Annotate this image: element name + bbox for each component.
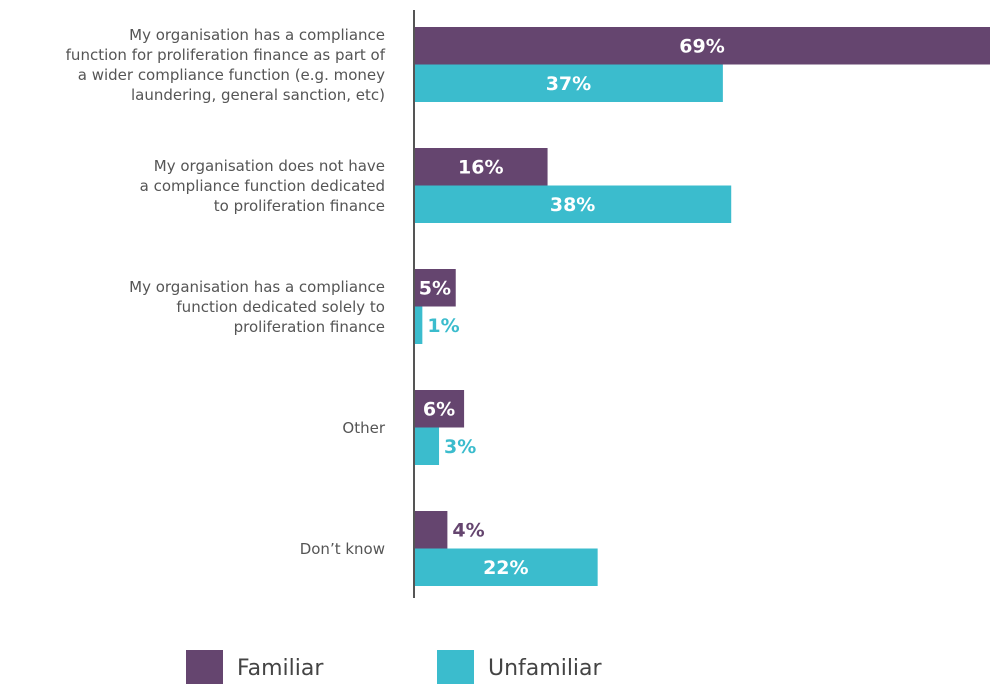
category-label: My organisation has a compliance functio… xyxy=(65,25,385,104)
value-label: 4% xyxy=(452,519,484,541)
legend-swatch xyxy=(186,650,223,684)
value-label: 69% xyxy=(679,35,724,57)
bar xyxy=(414,548,598,586)
value-label: 38% xyxy=(550,194,595,216)
legend-label: Unfamiliar xyxy=(488,656,603,681)
category-label: My organisation has a compliance functio… xyxy=(129,277,385,336)
value-label: 3% xyxy=(444,436,476,458)
value-label: 37% xyxy=(546,73,591,95)
bar xyxy=(414,511,448,549)
category-label: My organisation does not have a complian… xyxy=(139,156,385,215)
bar xyxy=(414,390,465,428)
category-label: Other xyxy=(342,418,385,437)
bar xyxy=(414,27,990,65)
category-label: Don’t know xyxy=(299,539,385,558)
value-label: 5% xyxy=(419,277,451,299)
legend-swatch xyxy=(437,650,474,684)
bar xyxy=(414,64,723,102)
bar xyxy=(414,306,423,344)
value-label: 1% xyxy=(427,315,459,337)
bar xyxy=(414,427,440,465)
value-label: 6% xyxy=(423,398,455,420)
value-label: 22% xyxy=(483,557,528,579)
value-label: 16% xyxy=(458,156,503,178)
bar xyxy=(414,185,732,223)
bar xyxy=(414,148,548,186)
legend-label: Familiar xyxy=(237,656,324,681)
bar xyxy=(414,269,456,307)
